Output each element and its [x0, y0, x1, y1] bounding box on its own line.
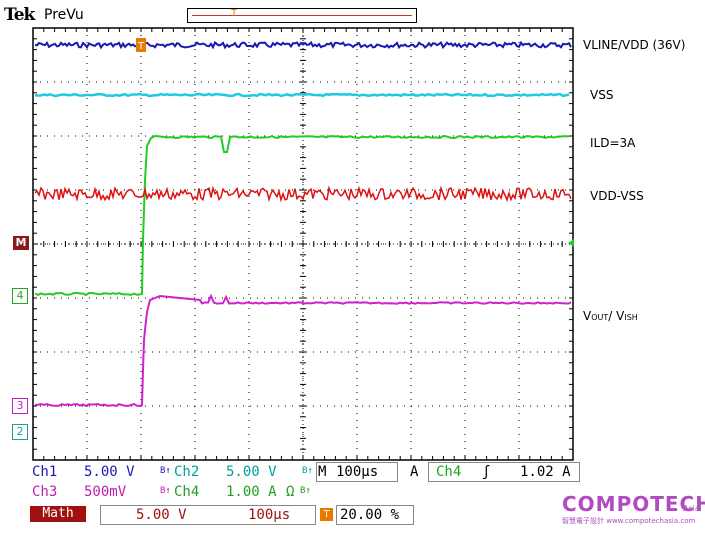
- label-vout-vish: VOUT/ VISH: [583, 309, 638, 323]
- top-bar: Tek PreVu T: [0, 0, 705, 28]
- ch4-marker-label: 4: [16, 289, 24, 302]
- vout-sep: / V: [608, 309, 625, 323]
- ch4-ohm-icon: Ω: [286, 484, 295, 500]
- ch1-scale[interactable]: 5.00 V: [84, 464, 135, 480]
- logo-asia: Asia: [683, 504, 700, 513]
- ch1-bw-icon: B↑: [160, 466, 171, 476]
- ch3-marker[interactable]: 3: [12, 398, 28, 414]
- math-scale: 5.00 V: [136, 507, 187, 523]
- ch4-name[interactable]: Ch4: [174, 484, 200, 500]
- ch3-marker-label: 3: [16, 399, 24, 412]
- trigger-position-box[interactable]: [336, 505, 414, 525]
- waveform-traces: T: [34, 38, 574, 407]
- logo-sub: 智慧電子設計 www.compotechasia.com: [562, 517, 696, 525]
- ch2-marker[interactable]: 2: [12, 424, 28, 440]
- acquisition-mode: PreVu: [44, 7, 84, 23]
- timebase-box[interactable]: [316, 462, 398, 482]
- ch3-name[interactable]: Ch3: [32, 484, 58, 500]
- label-vss: VSS: [590, 88, 614, 102]
- trigger-time-marker-label: T: [137, 41, 145, 52]
- trigger-position: 20.00 %: [340, 507, 400, 523]
- trigger-level: 1.02 A: [520, 464, 571, 480]
- ch2-bw-icon: B↑: [302, 466, 313, 476]
- trace-vss: [34, 92, 570, 98]
- vout-main: V: [583, 309, 592, 323]
- record-window: [192, 15, 412, 16]
- trigger-position-marker[interactable]: T: [230, 8, 238, 19]
- trace-vout: [34, 293, 572, 407]
- ch2-scale[interactable]: 5.00 V: [226, 464, 277, 480]
- ch4-marker[interactable]: 4: [12, 288, 28, 304]
- trace-vline: [34, 40, 572, 50]
- vish-sub: ISH: [624, 313, 638, 322]
- ch3-bw-icon: B↑: [160, 486, 171, 496]
- ch2-name[interactable]: Ch2: [174, 464, 200, 480]
- timebase-label: M: [318, 464, 327, 480]
- ch4-bw-icon: B↑: [300, 486, 311, 496]
- label-ild: ILD=3A: [590, 136, 636, 150]
- logo-main: COMPOTECH: [562, 492, 705, 516]
- ch1-name[interactable]: Ch1: [32, 464, 58, 480]
- math-marker[interactable]: M: [13, 236, 29, 250]
- graticule-grid: [32, 27, 573, 460]
- timebase-value: 100µs: [336, 464, 379, 480]
- ch4-scale[interactable]: 1.00 A: [226, 484, 277, 500]
- readout-panel: Ch1 5.00 V B↑ Ch2 5.00 V B↑ M 100µs A Ch…: [30, 462, 580, 525]
- trigger-source: Ch4: [436, 464, 462, 480]
- record-length-bar[interactable]: T: [187, 8, 417, 23]
- trace-ild: [34, 134, 570, 297]
- math-label[interactable]: Math: [30, 506, 86, 522]
- math-box[interactable]: [100, 505, 316, 525]
- math-time: 100µs: [248, 507, 291, 523]
- trace-vdd-vss: [34, 185, 572, 203]
- trigger-mode: A: [410, 464, 419, 480]
- ch2-marker-label: 2: [16, 425, 24, 438]
- label-vdd-vss: VDD-VSS: [590, 189, 644, 203]
- trigger-slope-icon: ʃ: [482, 464, 491, 480]
- math-marker-label: M: [15, 236, 27, 249]
- trigger-time-marker: [136, 38, 146, 52]
- compotech-logo: COMPOTECH Asia 智慧電子設計 www.compotechasia.…: [562, 492, 705, 532]
- trigger-box[interactable]: [428, 462, 580, 482]
- label-vline: VLINE/VDD (36V): [583, 38, 686, 52]
- brand-logo: Tek: [4, 5, 35, 25]
- ch4-reference-arrow: [568, 239, 574, 247]
- ch3-scale[interactable]: 500mV: [84, 484, 127, 500]
- vout-sub: OUT: [591, 313, 609, 322]
- trigger-position-icon: T: [320, 508, 333, 521]
